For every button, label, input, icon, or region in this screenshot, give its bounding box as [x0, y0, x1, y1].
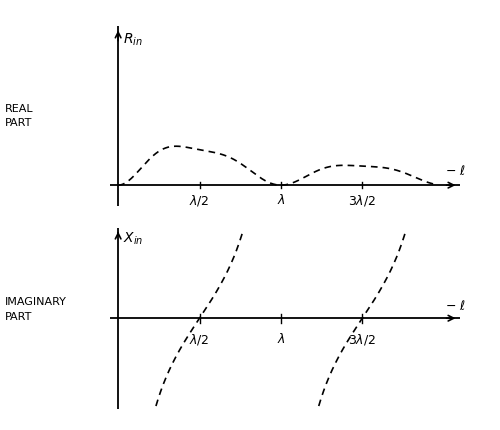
- Text: $\lambda/2$: $\lambda/2$: [190, 332, 210, 347]
- Text: $R_{in}$: $R_{in}$: [123, 31, 143, 47]
- Text: $3\lambda/2$: $3\lambda/2$: [348, 332, 376, 347]
- Text: REAL
PART: REAL PART: [5, 104, 34, 129]
- Text: $-\ \ell$: $-\ \ell$: [446, 299, 466, 313]
- Text: $\lambda/2$: $\lambda/2$: [190, 193, 210, 208]
- Text: $3\lambda/2$: $3\lambda/2$: [348, 193, 376, 208]
- Text: IMAGINARY
PART: IMAGINARY PART: [5, 297, 67, 322]
- Text: $-\ \ell$: $-\ \ell$: [446, 164, 466, 178]
- Text: $\lambda$: $\lambda$: [276, 332, 285, 346]
- Text: $X_{in}$: $X_{in}$: [123, 230, 144, 247]
- Text: $\lambda$: $\lambda$: [276, 193, 285, 207]
